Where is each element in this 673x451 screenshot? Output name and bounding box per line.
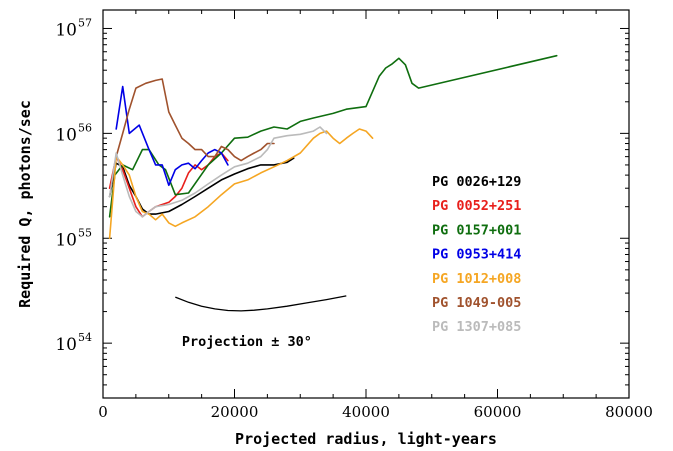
series-line-pg-0953-414 — [115, 85, 229, 187]
legend-entry: PG 1049-005 — [432, 295, 521, 311]
series-line-pg-1307-085 — [108, 126, 328, 218]
y-tick-exponent: 55 — [78, 226, 92, 239]
x-tick-label: 20000 — [211, 403, 259, 421]
y-tick-label: 10 54 — [55, 331, 92, 355]
x-tick-label: 0 — [98, 403, 108, 421]
x-axis-title: Projected radius, light-years — [235, 430, 497, 448]
x-tick-label: 40000 — [342, 403, 390, 421]
axis-titles: Projected radius, light-years Required Q,… — [16, 100, 497, 448]
legend-entry: PG 0157+001 — [432, 222, 521, 238]
legend-entry: PG 0026+129 — [432, 174, 521, 190]
series-lines — [108, 54, 558, 240]
y-tick-label: 10 55 — [55, 226, 92, 250]
y-axis-title: Required Q, photons/sec — [16, 100, 34, 308]
series-line-pg-0026-129 — [108, 157, 295, 215]
projection-curve — [175, 295, 347, 312]
y-tick-label: 10 56 — [55, 121, 92, 145]
y-tick-label: 10 57 — [55, 16, 92, 40]
series-line-pg-1012-008 — [108, 128, 374, 240]
series-line-pg-1049-005 — [115, 78, 275, 162]
projection-label: Projection ± 30° — [182, 334, 312, 350]
legend-entry: PG 0052+251 — [432, 198, 521, 214]
y-tick-base: 10 — [55, 125, 77, 145]
series-line-pg-0157-001 — [108, 54, 558, 218]
y-tick-exponent: 56 — [78, 121, 92, 134]
y-tick-base: 10 — [55, 335, 77, 355]
x-tick-label: 80000 — [605, 403, 653, 421]
x-tick-label: 60000 — [474, 403, 522, 421]
legend-entry: PG 1307+085 — [432, 319, 521, 335]
y-tick-base: 10 — [55, 20, 77, 40]
y-tick-exponent: 54 — [78, 331, 92, 344]
annotation: Projection ± 30° — [175, 295, 347, 350]
y-tick-exponent: 57 — [78, 16, 92, 29]
y-tick-base: 10 — [55, 230, 77, 250]
legend-entry: PG 0953+414 — [432, 247, 521, 263]
legend-entry: PG 1012+008 — [432, 271, 521, 287]
legend: PG 0026+129 PG 0052+251 PG 0157+001 PG 0953… — [432, 174, 521, 335]
